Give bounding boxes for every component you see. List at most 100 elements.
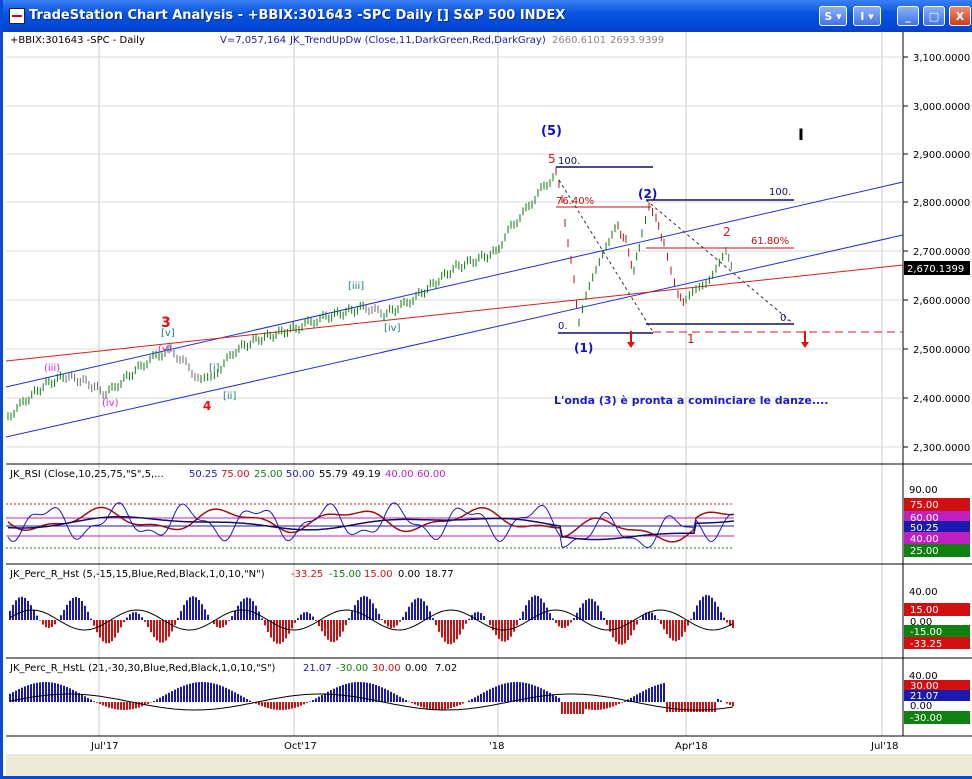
x-axis-tick: Jul'17: [90, 741, 119, 752]
wave-label-v-paren: (v): [158, 344, 172, 355]
rsi-badge: 75.00: [910, 500, 939, 511]
wave-label-v-bracket: [v]: [161, 328, 175, 339]
percr-value: 0.00: [398, 569, 420, 580]
price-axis-label: 2,600.0000: [913, 296, 970, 307]
wave-label-i-bracket: [i]: [209, 363, 220, 374]
percr-axis-tick: 40.00: [909, 587, 938, 598]
wave-label-4: 4: [203, 399, 211, 413]
percrl-axis-tick: 40.00: [909, 671, 938, 682]
fib-diagonal-right: [645, 199, 795, 325]
last-price-badge: [904, 261, 970, 275]
wave-label-iii-bracket: [iii]: [348, 281, 364, 292]
chart-app-icon: [9, 8, 25, 24]
wave-label-2-paren: (2): [638, 187, 657, 201]
indicator-value-1: 2660.6101: [552, 35, 606, 46]
percr-title: JK_Perc_R_Hst (5,-15,15,Blue,Red,Black,1…: [9, 569, 265, 580]
percr-value: 15.00: [364, 569, 393, 580]
percrl-badge: -30.00: [910, 713, 942, 724]
rsi-value: 60.00: [417, 469, 446, 480]
price-axis-label: 2,500.0000: [913, 345, 970, 356]
rsi-value: 75.00: [221, 469, 250, 480]
price-axis-label: 3,100.0000: [913, 53, 970, 64]
symbol-link-button[interactable]: S ▾: [819, 6, 847, 26]
percr-value: -33.25: [291, 569, 323, 580]
percrl-value: 0.00: [405, 663, 427, 674]
percr-value: -15.00: [329, 569, 361, 580]
percrl-value: -30.00: [336, 663, 368, 674]
wave-label-iv-paren: (iv): [102, 398, 119, 409]
horizontal-gridlines: [6, 56, 903, 448]
wave-label-3: 3: [161, 315, 171, 331]
price-bars: [7, 167, 732, 421]
fib-label-7640: 76.40%: [556, 196, 594, 207]
x-axis-tick: Oct'17: [284, 741, 317, 752]
vertical-gridlines: [98, 32, 883, 736]
percrl-badge: 30.00: [910, 681, 939, 692]
wave-label-ii-bracket: [ii]: [223, 391, 236, 402]
interval-link-button[interactable]: I ▾: [853, 6, 881, 26]
price-axis-label: 2,700.0000: [913, 247, 970, 258]
wave-label-2: 2: [723, 225, 731, 239]
rsi-value: 50.00: [286, 469, 315, 480]
rsi-badge: 60.00: [910, 513, 939, 524]
red-arrow-down-icon: [801, 331, 809, 348]
percr-value: 18.77: [425, 569, 454, 580]
last-price-value: 2,670.1399: [907, 264, 964, 275]
price-axis-label: 3,000.0000: [913, 102, 970, 113]
x-axis-tick: Apr'18: [675, 741, 708, 752]
cursor-mark: I: [798, 125, 804, 144]
wave-label-5-major: (5): [541, 124, 562, 139]
percr-badge: 0.00: [910, 617, 932, 628]
rsi-value: 50.25: [189, 469, 218, 480]
wave-label-1-paren: (1): [574, 341, 593, 355]
volume-label: V=7,057,164: [220, 35, 286, 46]
x-axis-tick: Jul'18: [870, 741, 899, 752]
annotation-text: L'onda (3) è pronta a cominciare le danz…: [554, 394, 829, 407]
wave-label-1: 1: [687, 332, 695, 346]
rsi-badge: 25.00: [910, 546, 939, 557]
percr-badge: -33.25: [910, 639, 942, 650]
rsi-value: 49.19: [352, 469, 381, 480]
lower-channel-line: [5, 234, 904, 438]
fib-label-6180: 61.80%: [751, 236, 789, 247]
percr-badge: 15.00: [910, 605, 939, 616]
red-trend-line: [5, 264, 904, 362]
title-bar[interactable]: TradeStation Chart Analysis - +BBIX:3016…: [3, 0, 972, 32]
perc-r-long-panel: JK_Perc_R_HstL (21,-30,30,Blue,Red,Black…: [9, 663, 970, 724]
close-button[interactable]: X: [949, 6, 971, 26]
price-axis-label: 2,300.0000: [913, 443, 970, 454]
wave-label-5: 5: [548, 152, 556, 166]
rsi-badge: 40.00: [910, 534, 939, 545]
rsi-value: 55.79: [319, 469, 348, 480]
perc-r-panel: JK_Perc_R_Hst (5,-15,15,Blue,Red,Black,1…: [9, 569, 970, 650]
percrl-title: JK_Perc_R_HstL (21,-30,30,Blue,Red,Black…: [9, 663, 276, 674]
chart-area[interactable]: +BBIX:301643 -SPC - Daily V=7,057,164 JK…: [5, 32, 972, 776]
price-axis: 3,100.0000 3,000.0000 2,900.0000 2,800.0000…: [903, 53, 970, 454]
wave-label-iii-paren: (iii): [44, 363, 60, 374]
chart-scroll-area[interactable]: [6, 754, 972, 776]
x-axis-tick: '18: [489, 741, 504, 752]
percrl-badge: 21.07: [910, 691, 939, 702]
minimize-button[interactable]: _: [897, 6, 919, 26]
maximize-button[interactable]: □: [923, 6, 945, 26]
window-title: TradeStation Chart Analysis - +BBIX:3016…: [29, 8, 566, 23]
indicator-value-2: 2693.9399: [610, 35, 664, 46]
rsi-value: 25.00: [254, 469, 283, 480]
rsi-panel: JK_RSI (Close,10,25,75,"S",5,... 50.25 7…: [6, 469, 970, 557]
percrl-value: 21.07: [303, 663, 332, 674]
rsi-axis-tick: 90.00: [909, 485, 938, 496]
rsi-value: 40.00: [385, 469, 414, 480]
symbol-label: +BBIX:301643 -SPC - Daily: [10, 35, 145, 46]
fib-label-0-right: 0.: [780, 313, 790, 324]
percrl-value: 30.00: [372, 663, 401, 674]
rsi-badge: 50.25: [910, 523, 939, 534]
indicator-label: JK_TrendUpDw (Close,11,DarkGreen,Red,Dar…: [289, 35, 546, 46]
price-axis-label: 2,900.0000: [913, 150, 970, 161]
fib-label-0: 0.: [558, 321, 568, 332]
wave-label-iv-bracket: [iv]: [384, 323, 401, 334]
price-axis-label: 2,400.0000: [913, 394, 970, 405]
percrl-value: 7.02: [435, 663, 457, 674]
chart-canvas[interactable]: +BBIX:301643 -SPC - Daily V=7,057,164 JK…: [5, 32, 972, 776]
rsi-title: JK_RSI (Close,10,25,75,"S",5,...: [9, 469, 164, 480]
